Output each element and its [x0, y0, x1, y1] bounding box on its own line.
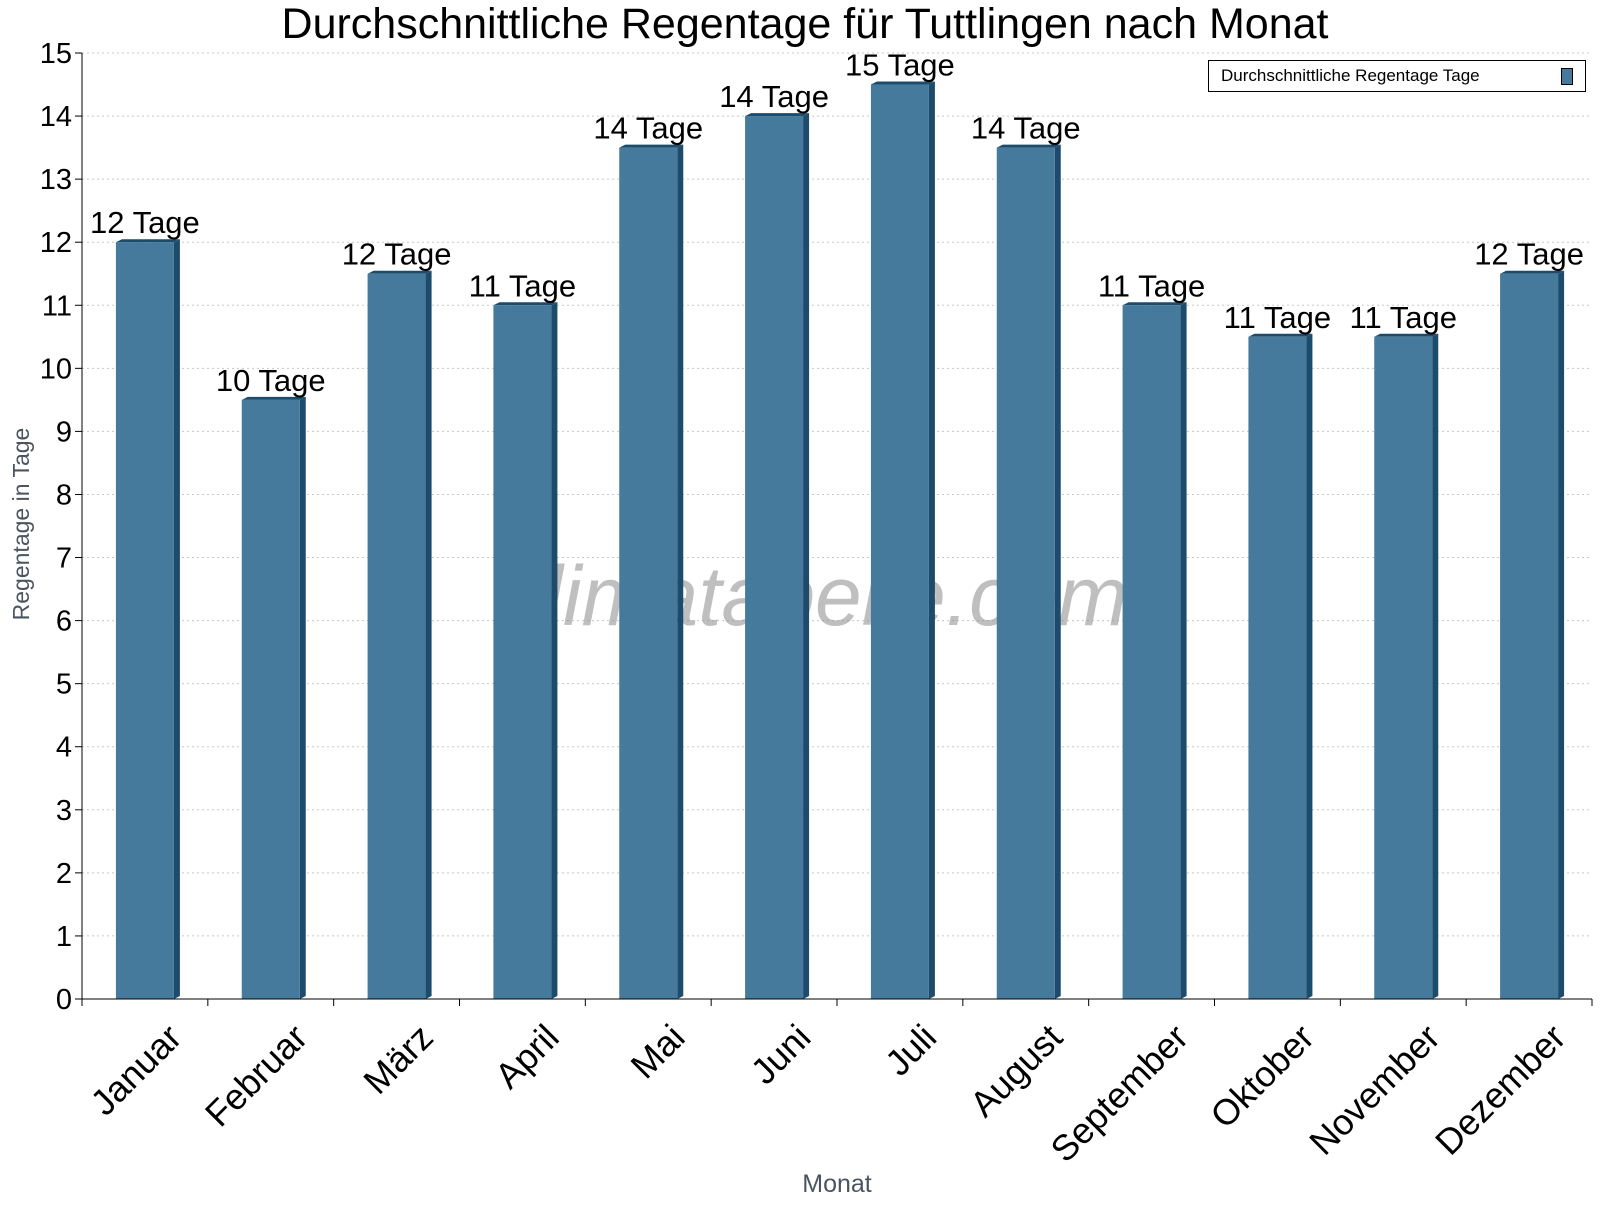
- x-tick-label: Januar: [82, 1016, 189, 1123]
- data-label: 11 Tage: [1350, 300, 1457, 335]
- chart-title: Durchschnittliche Regentage für Tuttling…: [282, 0, 1329, 48]
- bar-top: [1500, 270, 1565, 274]
- bar-top: [996, 144, 1061, 148]
- y-tick-label: 10: [40, 353, 72, 385]
- legend: Durchschnittliche Regentage Tage: [1208, 60, 1586, 92]
- bar-top: [870, 81, 935, 85]
- bar-front: [1500, 273, 1559, 999]
- bar-side: [803, 113, 810, 1000]
- bar-top: [367, 270, 432, 274]
- y-tick-label: 13: [40, 164, 72, 196]
- y-tick-label: 2: [56, 858, 72, 890]
- x-tick-label: Mai: [623, 1016, 693, 1086]
- bar-front: [241, 399, 300, 999]
- bar: [1248, 333, 1313, 999]
- x-tick-label: Februar: [197, 1016, 315, 1134]
- y-tick-label: 3: [56, 795, 72, 827]
- bar-side: [1054, 144, 1061, 1000]
- bar-top: [241, 396, 306, 400]
- bar-top: [493, 302, 558, 306]
- bar: [619, 144, 684, 1000]
- bar-side: [928, 81, 935, 1000]
- y-tick-label: 7: [56, 543, 72, 575]
- bar-side: [677, 144, 684, 1000]
- x-tick-label: Juni: [743, 1016, 819, 1092]
- bar: [1122, 302, 1187, 999]
- bar: [241, 396, 306, 999]
- bar: [115, 239, 180, 999]
- bar-top: [115, 239, 180, 243]
- x-tick-label: September: [1042, 1016, 1196, 1170]
- data-label: 10 Tage: [216, 363, 326, 398]
- x-tick-label: November: [1301, 1016, 1447, 1162]
- bar-front: [367, 273, 426, 999]
- bar: [367, 270, 432, 999]
- bar-top: [745, 113, 810, 117]
- data-label: 14 Tage: [593, 111, 703, 146]
- y-tick-label: 4: [56, 732, 72, 764]
- x-tick-label: August: [962, 1016, 1070, 1124]
- bar-side: [1558, 270, 1565, 999]
- bar-front: [1248, 336, 1307, 999]
- bar: [1500, 270, 1565, 999]
- bar-top: [1374, 333, 1439, 337]
- bar-side: [1306, 333, 1313, 999]
- bar-side: [1180, 302, 1187, 999]
- x-tick-label: April: [487, 1016, 567, 1096]
- y-tick-label: 6: [56, 606, 72, 638]
- data-label: 12 Tage: [342, 237, 452, 272]
- legend-swatch: [1561, 67, 1573, 85]
- data-label: 12 Tage: [1474, 237, 1584, 272]
- bar-front: [870, 84, 929, 1000]
- bar: [996, 144, 1061, 1000]
- bar-front: [115, 242, 174, 999]
- data-label: 11 Tage: [1224, 300, 1331, 335]
- y-tick-label: 8: [56, 479, 72, 511]
- data-label: 11 Tage: [469, 268, 576, 303]
- x-tick-label: Oktober: [1202, 1016, 1322, 1136]
- bar-front: [1374, 336, 1433, 999]
- bar: [745, 113, 810, 1000]
- y-tick-label: 15: [40, 38, 72, 70]
- y-tick-label: 14: [40, 101, 72, 133]
- bar-top: [1248, 333, 1313, 337]
- y-tick-label: 12: [40, 227, 72, 259]
- x-tick-label: März: [355, 1016, 441, 1102]
- data-label: 11 Tage: [1098, 268, 1205, 303]
- data-label: 15 Tage: [845, 48, 955, 83]
- bar-front: [1122, 305, 1181, 999]
- bar-top: [619, 144, 684, 148]
- data-label: 14 Tage: [971, 111, 1081, 146]
- y-tick-label: 0: [56, 984, 72, 1016]
- bar-side: [551, 302, 558, 999]
- y-tick-label: 9: [56, 416, 72, 448]
- bar-side: [173, 239, 180, 999]
- bar-side: [1432, 333, 1439, 999]
- bar-side: [425, 270, 432, 999]
- data-label: 14 Tage: [719, 79, 829, 114]
- bar-top: [1122, 302, 1187, 306]
- y-tick-label: 5: [56, 669, 72, 701]
- bar-front: [619, 147, 678, 1000]
- bar: [870, 81, 935, 1000]
- x-tick-label: Juli: [877, 1016, 944, 1083]
- bar-front: [493, 305, 552, 999]
- bar: [1374, 333, 1439, 999]
- bar-front: [996, 147, 1055, 1000]
- y-tick-label: 1: [56, 921, 72, 953]
- legend-label: Durchschnittliche Regentage Tage: [1221, 66, 1480, 85]
- x-axis-title: Monat: [802, 1170, 872, 1198]
- data-label: 12 Tage: [90, 205, 200, 240]
- bar-front: [745, 116, 804, 1000]
- y-tick-label: 11: [42, 290, 72, 322]
- y-axis-title: Regentage in Tage: [8, 428, 34, 621]
- bar: [493, 302, 558, 999]
- x-tick-label: Dezember: [1427, 1016, 1573, 1162]
- bar-side: [299, 396, 306, 999]
